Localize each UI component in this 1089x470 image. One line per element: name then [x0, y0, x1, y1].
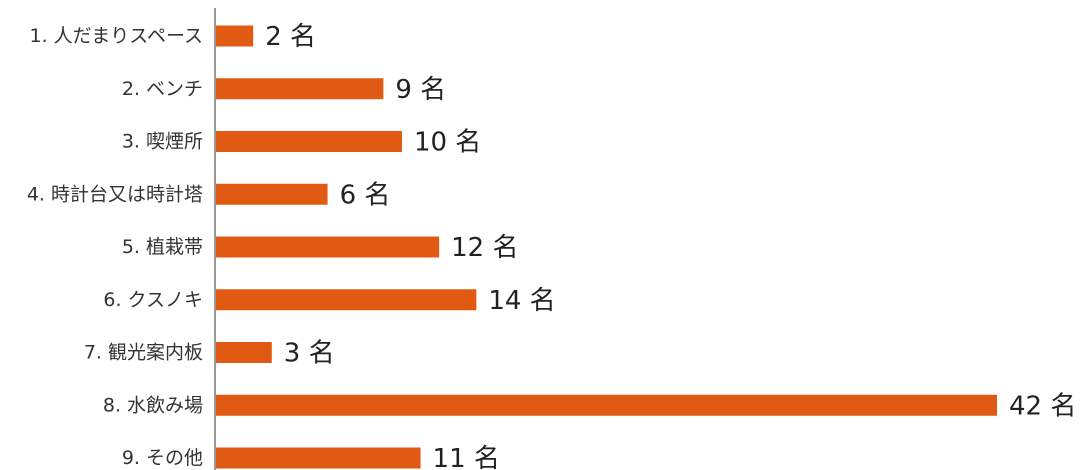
- value-labels-group: 2 名 9 名 10 名 6 名 12 名 14 名 3 名 42 名 11 名: [265, 22, 1076, 470]
- bar-8: [216, 394, 997, 416]
- category-label-4: 4. 時計台又は時計塔: [27, 183, 203, 205]
- bar-1: [216, 25, 254, 47]
- value-label-1: 2 名: [265, 22, 316, 52]
- bars-group: [216, 25, 997, 469]
- category-label-2: 2. ベンチ: [122, 78, 203, 100]
- category-label-1: 1. 人だまりスペース: [29, 25, 203, 47]
- value-label-8: 42 名: [1009, 391, 1076, 421]
- bar-2: [216, 78, 384, 100]
- value-label-6: 14 名: [488, 286, 555, 316]
- category-label-8: 8. 水飲み場: [103, 394, 203, 416]
- value-label-9: 11 名: [433, 444, 500, 470]
- value-label-3: 10 名: [414, 128, 481, 158]
- value-label-7: 3 名: [284, 339, 335, 369]
- category-label-7: 7. 観光案内板: [84, 342, 203, 364]
- value-label-4: 6 名: [340, 180, 391, 210]
- category-label-6: 6. クスノキ: [103, 289, 203, 311]
- bar-5: [216, 236, 440, 258]
- bar-6: [216, 289, 477, 311]
- bar-3: [216, 131, 402, 152]
- category-label-5: 5. 植栽帯: [122, 236, 203, 258]
- value-label-5: 12 名: [451, 233, 518, 263]
- category-label-9: 9. その他: [122, 447, 203, 469]
- bar-4: [216, 183, 328, 205]
- value-label-2: 9 名: [395, 75, 446, 105]
- bar-7: [216, 342, 272, 363]
- category-label-3: 3. 喫煙所: [122, 131, 203, 153]
- category-labels-group: 1. 人だまりスペース 2. ベンチ 3. 喫煙所 4. 時計台又は時計塔 5. 植栽帯…: [27, 25, 203, 469]
- bar-9: [216, 447, 421, 469]
